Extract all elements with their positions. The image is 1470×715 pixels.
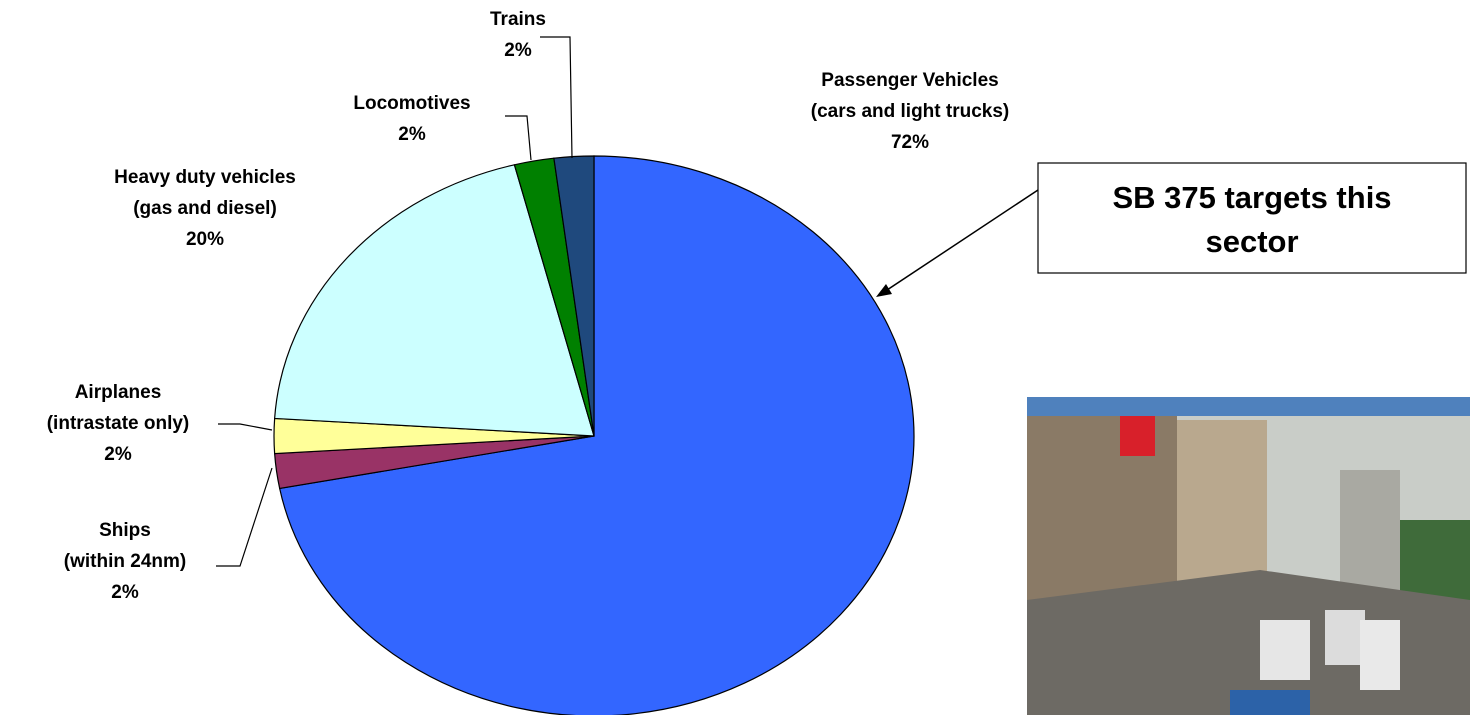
value-label: 2% [111, 582, 139, 603]
labels: Passenger Vehicles (cars and light trucks… [47, 9, 1010, 603]
slice-label: (within 24nm) [64, 551, 186, 572]
value-label: 20% [186, 229, 224, 250]
slice-label: Airplanes [75, 382, 162, 403]
value-label: 2% [504, 40, 532, 61]
bus [1325, 610, 1365, 665]
slice-label: Locomotives [353, 93, 470, 114]
leader-lines [216, 36, 573, 567]
pie [273, 155, 915, 715]
sign [1120, 416, 1155, 456]
slice-label: Ships [99, 520, 151, 541]
bus [1230, 690, 1310, 715]
value-label: 72% [891, 132, 929, 153]
leader-line [218, 423, 273, 431]
annotation-box [1037, 162, 1467, 274]
photo-header [1027, 397, 1470, 416]
slice-label: Trains [490, 9, 546, 30]
road [1027, 570, 1470, 715]
pie-slice [278, 155, 915, 715]
slice-label: Passenger Vehicles [821, 70, 998, 91]
leader-line [505, 115, 532, 161]
bus [1360, 620, 1400, 690]
value-label: 2% [398, 124, 426, 145]
pie-slice [273, 164, 595, 437]
leader-line [540, 36, 573, 159]
pie-slice [553, 155, 595, 437]
bus [1260, 620, 1310, 680]
slice-label: (cars and light trucks) [811, 101, 1010, 122]
slice-label: Heavy duty vehicles [114, 167, 296, 188]
annotation-text: sector [1205, 224, 1298, 259]
arrow-head [876, 284, 892, 297]
annotation-arrow [883, 189, 1039, 293]
photo [1027, 397, 1470, 715]
leader-line [216, 467, 273, 567]
value-label: 2% [104, 444, 132, 465]
annotation-text: SB 375 targets this [1112, 180, 1391, 215]
slice-label: (gas and diesel) [133, 198, 277, 219]
slice-label: (intrastate only) [47, 413, 190, 434]
